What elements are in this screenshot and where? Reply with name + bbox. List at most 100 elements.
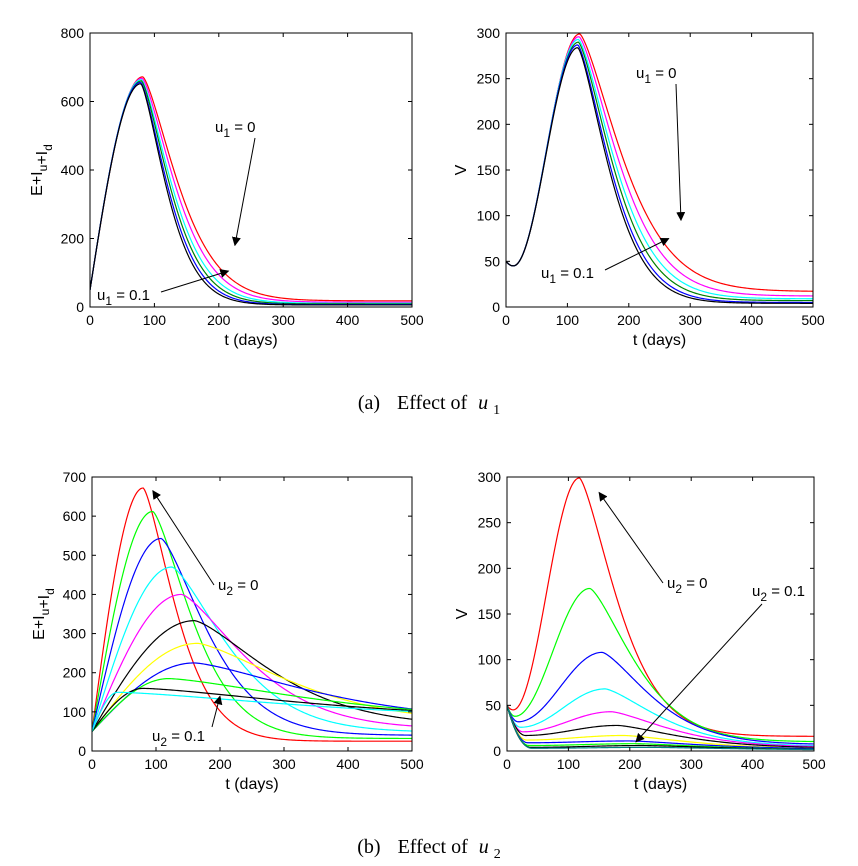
x-tick-label: 0: [503, 756, 511, 772]
series-line-3: [90, 80, 412, 305]
y-tick-label: 200: [63, 665, 87, 681]
series-line-2: [90, 78, 412, 304]
annotation-label: u2 = 0.1: [152, 728, 205, 749]
y-axis-label: V: [454, 608, 471, 619]
x-tick-label: 300: [272, 312, 296, 328]
y-tick-label: 200: [61, 231, 85, 247]
x-tick-label: 400: [336, 312, 360, 328]
series-line-6: [92, 642, 412, 732]
series-group: [92, 487, 412, 742]
annotation-label: u1 = 0: [636, 65, 676, 86]
x-axis-label: t (days): [633, 332, 686, 349]
chart-b-left: 0 100 200 300 400 500 0 100 200 300 400 500 600 700 t …: [31, 469, 424, 793]
y-tick-label: 400: [63, 586, 87, 602]
x-tick-label: 0: [502, 312, 510, 328]
y-tick-label: 700: [63, 469, 87, 485]
caption-b-prefix: (b): [357, 836, 380, 858]
series-line-5: [507, 705, 814, 748]
x-tick-label: 200: [208, 756, 232, 772]
series-line-0: [507, 477, 814, 737]
annotation-arrow: [231, 137, 256, 247]
x-tick-label: 100: [557, 756, 581, 772]
y-tick-label: 150: [477, 162, 501, 178]
x-tick-label: 200: [207, 312, 231, 328]
x-tick-label: 500: [802, 756, 826, 772]
x-tick-label: 200: [617, 312, 641, 328]
annotation-label: u2 = 0: [218, 577, 258, 598]
plot-frame: [506, 476, 815, 752]
x-axis-label: t (days): [225, 776, 278, 793]
y-tick-label: 50: [485, 697, 501, 713]
y-tick-label: 500: [63, 547, 87, 563]
x-tick-label: 0: [86, 312, 94, 328]
caption-b: (b) Effect of u 2: [357, 836, 500, 862]
x-tick-label: 500: [801, 312, 825, 328]
y-tick-label: 200: [478, 560, 502, 576]
x-tick-label: 300: [680, 756, 704, 772]
y-tick-label: 300: [63, 626, 87, 642]
y-tick-label: 600: [61, 94, 85, 110]
y-tick-label: 50: [484, 253, 500, 269]
series-line-0: [90, 76, 412, 302]
series-line-7: [92, 662, 412, 732]
series-line-2: [507, 651, 814, 745]
y-tick-label: 400: [61, 162, 85, 178]
series-line-4: [507, 705, 814, 748]
y-tick-label: 250: [478, 515, 502, 531]
caption-b-var: u: [479, 836, 489, 858]
caption-a-sub: 1: [493, 403, 500, 418]
y-tick-label: 0: [492, 299, 500, 315]
annotation-label: u1 = 0.1: [97, 287, 150, 308]
chart-b-right: 0 100 200 300 400 500 0 50 100 150 200 250 300 t (day…: [454, 469, 826, 793]
x-tick-label: 400: [740, 312, 764, 328]
y-axis-label: E+Iu+Id: [31, 588, 57, 640]
caption-a: (a) Effect of u 1: [358, 392, 500, 418]
series-line-0: [92, 487, 412, 742]
series-line-9: [92, 687, 412, 732]
x-tick-label: 500: [400, 756, 424, 772]
annotation-arrow: [635, 603, 763, 743]
series-line-4: [506, 44, 813, 304]
x-tick-label: 0: [88, 756, 96, 772]
y-tick-label: 100: [63, 704, 87, 720]
series-line-10: [92, 691, 412, 732]
y-tick-label: 600: [63, 508, 87, 524]
series-line-8: [92, 677, 412, 732]
series-line-4: [90, 81, 412, 306]
series-group: [90, 76, 412, 306]
y-tick-label: 800: [61, 25, 85, 41]
y-axis-label: V: [453, 164, 470, 175]
plot-frame: [89, 32, 413, 308]
chart-a-left: 0 100 200 300 400 500 0 200 400 600 800 t (days) E+I…: [29, 25, 424, 349]
annotation-arrow: [598, 491, 664, 584]
x-tick-label: 100: [143, 312, 167, 328]
series-line-1: [507, 587, 814, 743]
y-tick-label: 0: [493, 743, 501, 759]
series-line-5: [90, 83, 412, 306]
x-tick-label: 300: [679, 312, 703, 328]
x-tick-label: 400: [741, 756, 765, 772]
y-tick-label: 300: [477, 25, 501, 41]
y-tick-label: 250: [477, 71, 501, 87]
series-line-5: [92, 620, 412, 732]
x-axis-label: t (days): [634, 776, 687, 793]
caption-a-text: Effect of: [397, 392, 467, 414]
y-tick-label: 0: [78, 743, 86, 759]
series-group: [506, 33, 813, 304]
series-line-1: [92, 510, 412, 740]
y-tick-label: 100: [478, 652, 502, 668]
annotation-label: u2 = 0.1: [752, 583, 805, 604]
series-line-5: [506, 47, 813, 304]
annotation-label: u1 = 0: [215, 119, 255, 140]
y-tick-label: 200: [477, 116, 501, 132]
series-group: [507, 477, 814, 751]
y-tick-label: 100: [477, 208, 501, 224]
series-line-2: [92, 537, 412, 736]
x-axis-label: t (days): [224, 332, 277, 349]
series-line-1: [90, 77, 412, 303]
caption-b-sub: 2: [494, 847, 501, 862]
series-line-3: [507, 688, 814, 747]
annotation-arrow: [160, 269, 230, 293]
annotation-label: u1 = 0.1: [541, 265, 594, 286]
